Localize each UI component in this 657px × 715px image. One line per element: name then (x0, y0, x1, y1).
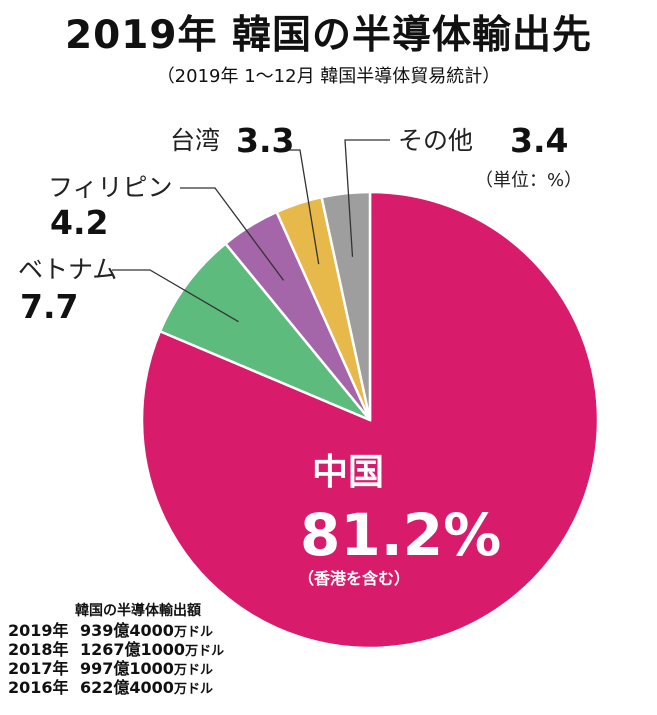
leader-vietnam (112, 269, 239, 323)
row-amount: 1267億1000万ドル (80, 640, 268, 659)
row-year: 2018年 (8, 640, 69, 659)
label-philippines-name: フィリピン (48, 173, 173, 202)
slice-other (320, 190, 372, 421)
row-year: 2017年 (8, 659, 69, 678)
row-amount-unit: 万ドル (173, 682, 213, 697)
leader-philippines (180, 187, 285, 281)
label-taiwan-value: 3.3 (236, 121, 294, 160)
export-amount-table: 韓国の半導体輸出額 2019年 939億4000万ドル 2018年 1267億1… (8, 600, 268, 697)
chart-title: 2019年 韓国の半導体輸出先 (64, 13, 593, 58)
row-amount-unit: 万ドル (185, 644, 225, 659)
row-amount: 939億4000万ドル (80, 621, 268, 640)
row-year: 2016年 (8, 678, 69, 697)
row-amount: 997億1000万ドル (80, 659, 268, 678)
label-china-value: 81.2% (300, 501, 501, 569)
leader-taiwan (285, 149, 320, 265)
row-amount-number: 939億4000 (80, 621, 174, 640)
leader-other (344, 139, 390, 257)
pie-slices (140, 190, 600, 650)
table-row: 2018年 1267億1000万ドル (8, 640, 268, 659)
row-amount-number: 1267億1000 (80, 640, 186, 659)
slice-labels: ベトナム 7.7 フィリピン 4.2 台湾 3.3 その他 3.4 （単位：%）… (18, 121, 582, 588)
row-amount: 622億4000万ドル (80, 678, 268, 697)
row-amount-number: 622億4000 (80, 678, 174, 697)
row-amount-unit: 万ドル (173, 625, 213, 640)
label-other-value: 3.4 (510, 121, 568, 160)
label-china-name: 中国 (312, 452, 384, 493)
unit-note: （単位：%） (475, 170, 582, 191)
table-row: 2016年 622億4000万ドル (8, 678, 268, 697)
table-row: 2019年 939億4000万ドル (8, 621, 268, 640)
label-vietnam-name: ベトナム (18, 255, 117, 284)
row-year: 2019年 (8, 621, 69, 640)
table-caption: 韓国の半導体輸出額 (75, 603, 201, 619)
row-amount-unit: 万ドル (173, 663, 213, 678)
label-philippines-value: 4.2 (50, 203, 108, 242)
label-china-note: （香港を含む） (298, 569, 410, 588)
chart-subtitle: （2019年 1～12月 韓国半導体貿易統計） (156, 66, 501, 87)
table-row: 2017年 997億1000万ドル (8, 659, 268, 678)
slice-vietnam (158, 241, 371, 422)
label-other-name: その他 (398, 126, 473, 155)
row-amount-number: 997億1000 (80, 659, 174, 678)
label-vietnam-value: 7.7 (20, 287, 78, 326)
label-taiwan-name: 台湾 (170, 126, 220, 155)
leader-lines (112, 139, 390, 323)
